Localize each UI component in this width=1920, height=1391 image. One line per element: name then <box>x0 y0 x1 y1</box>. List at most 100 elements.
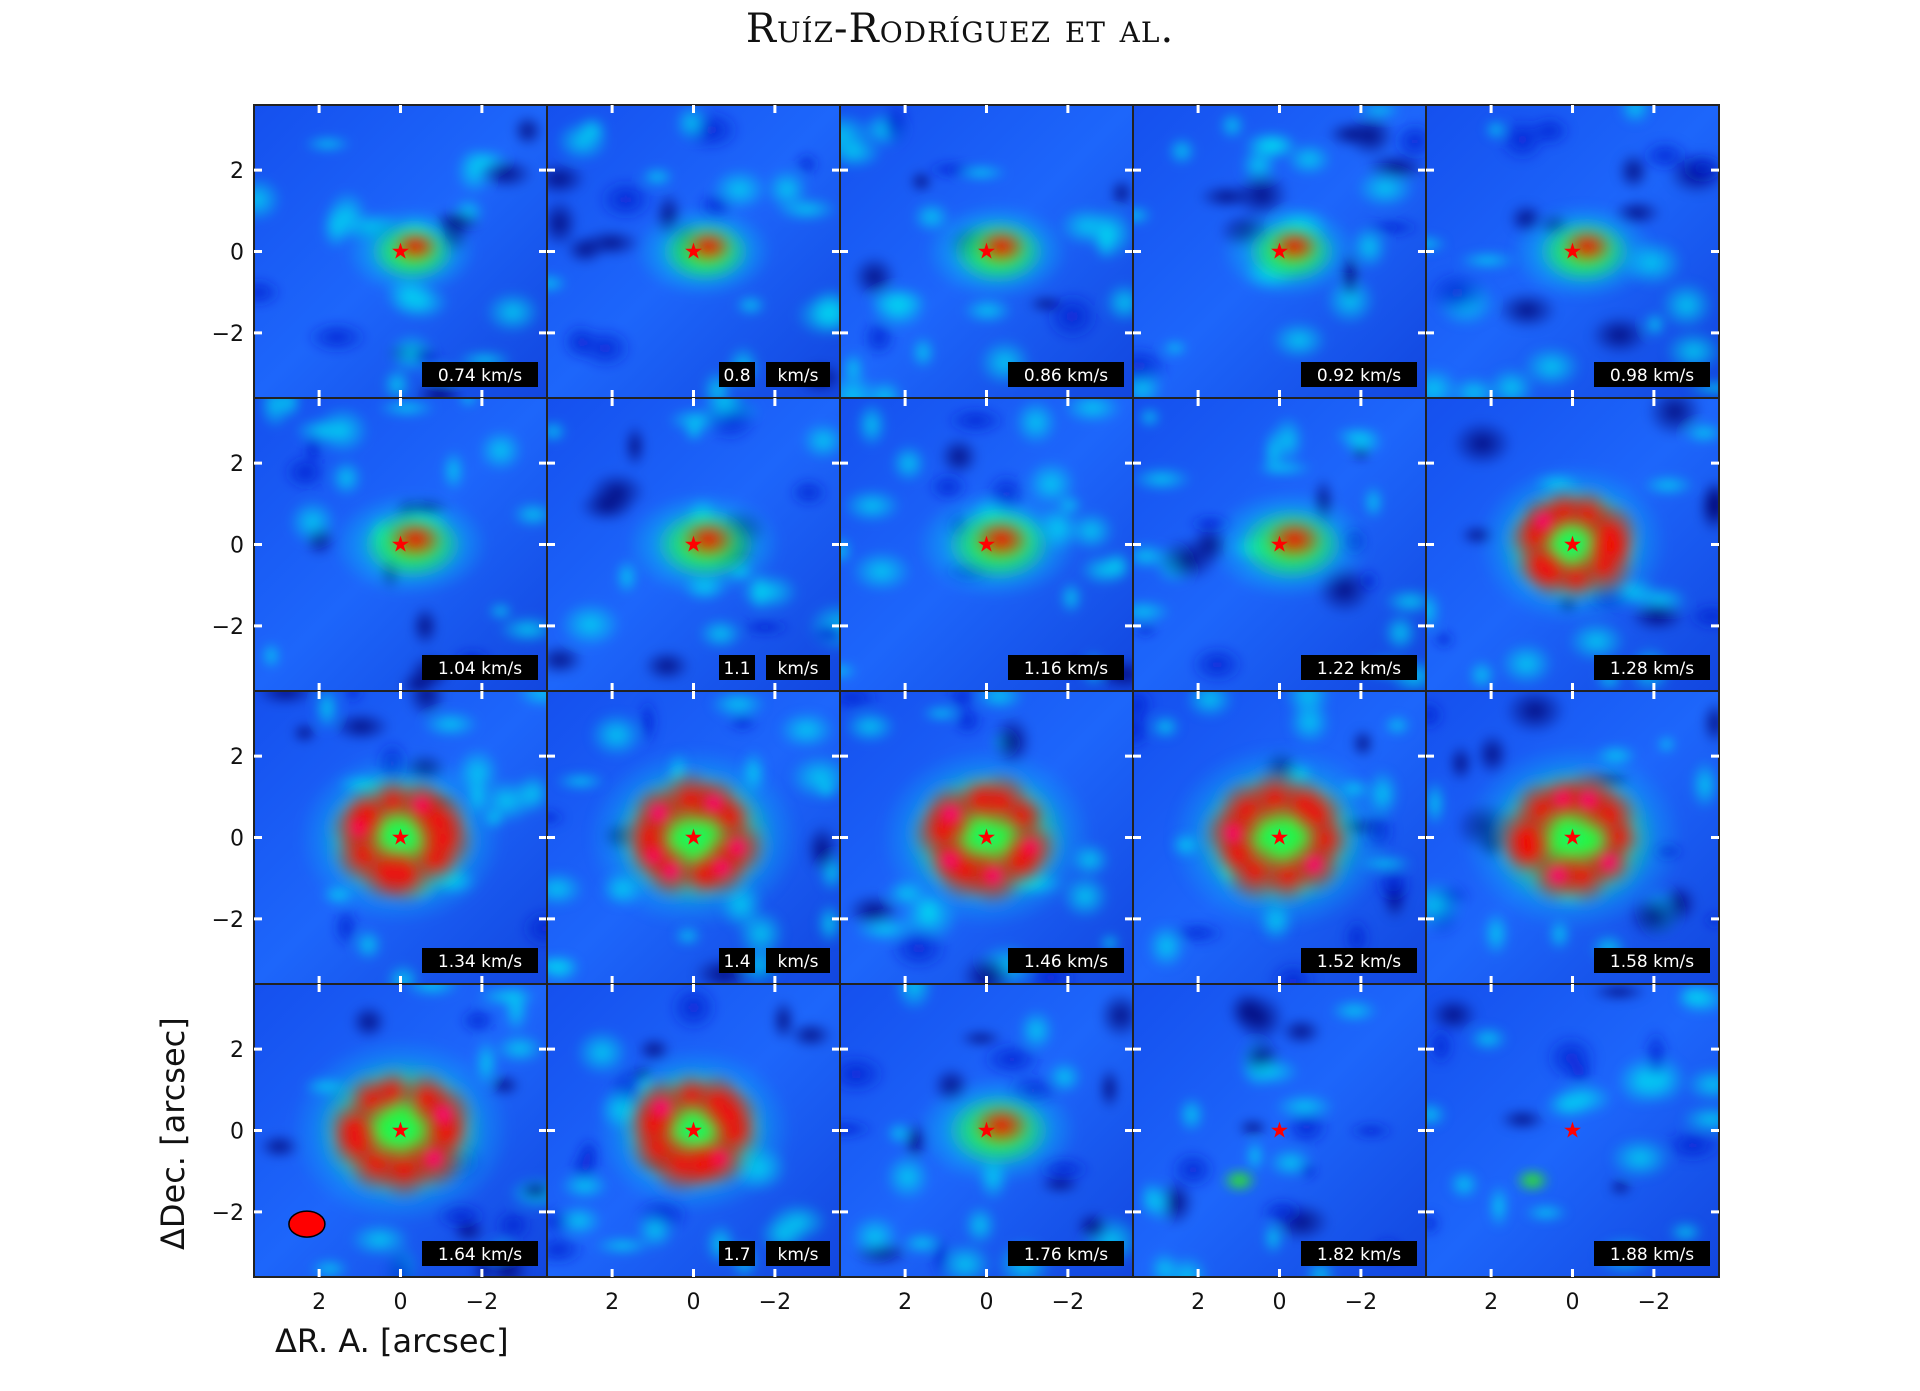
velocity-label: 1.58 km/s <box>1610 952 1694 972</box>
channel-panel: ★ 1.46 km/s <box>839 690 1134 985</box>
y-tick-label: 0 <box>230 827 244 852</box>
velocity-label-box <box>1301 362 1417 387</box>
star-marker-icon: ★ <box>1270 240 1290 265</box>
velocity-label: 1.52 km/s <box>1317 952 1401 972</box>
channel-panels: ★ 0.74 km/s ★ 0.8 km/s ★ 0.86 km/s ★ 0.92 km/s ★ 0… <box>253 104 1720 1278</box>
x-tick-label: 0 <box>394 1290 408 1315</box>
y-tick-label: 0 <box>230 1120 244 1145</box>
velocity-label-box <box>719 362 755 387</box>
star-marker-icon: ★ <box>391 826 411 851</box>
star-marker-icon: ★ <box>977 533 997 558</box>
velocity-label-box <box>1594 655 1710 680</box>
star-marker-icon: ★ <box>1563 1119 1583 1144</box>
y-tick-label: 0 <box>230 241 244 266</box>
velocity-label: 0.8 <box>723 366 750 386</box>
velocity-label-box <box>422 948 538 973</box>
star-marker-icon: ★ <box>977 826 997 851</box>
velocity-label-box <box>422 1241 538 1266</box>
velocity-label-box <box>1301 1241 1417 1266</box>
velocity-unit-box <box>766 362 830 387</box>
channel-panel: ★ 1.22 km/s <box>1132 397 1427 692</box>
velocity-label: 1.22 km/s <box>1317 659 1401 679</box>
channel-panel: ★ 1.76 km/s <box>839 983 1134 1278</box>
x-tick-label: 2 <box>1484 1290 1498 1315</box>
velocity-label: 1.64 km/s <box>438 1245 522 1265</box>
velocity-label: 1.46 km/s <box>1024 952 1108 972</box>
velocity-label-box <box>1008 362 1124 387</box>
x-tick-label: 2 <box>605 1290 619 1315</box>
y-tick-label: 2 <box>230 745 244 770</box>
velocity-label: 1.28 km/s <box>1610 659 1694 679</box>
x-tick-label: 0 <box>980 1290 994 1315</box>
velocity-label: 1.04 km/s <box>438 659 522 679</box>
x-tick-label: 0 <box>1566 1290 1580 1315</box>
y-tick-label: −2 <box>212 1201 244 1226</box>
velocity-label-box <box>1594 362 1710 387</box>
channel-panel: ★ 1.16 km/s <box>839 397 1134 692</box>
star-marker-icon: ★ <box>684 826 704 851</box>
velocity-label: 1.1 <box>723 659 750 679</box>
star-marker-icon: ★ <box>391 1119 411 1144</box>
star-marker-icon: ★ <box>977 240 997 265</box>
x-axis-label: ΔR. A. [arcsec] <box>275 1322 509 1360</box>
velocity-label-box <box>1594 948 1710 973</box>
channel-panel: ★ 0.74 km/s <box>253 104 548 399</box>
channel-panel: ★ 1.04 km/s <box>253 397 548 692</box>
velocity-label-box <box>422 655 538 680</box>
star-marker-icon: ★ <box>1563 826 1583 851</box>
channel-panel: ★ 0.92 km/s <box>1132 104 1427 399</box>
velocity-unit-box <box>766 948 830 973</box>
star-marker-icon: ★ <box>1270 826 1290 851</box>
velocity-label-box <box>719 1241 755 1266</box>
velocity-label: 0.86 km/s <box>1024 366 1108 386</box>
velocity-label-box <box>1008 1241 1124 1266</box>
x-tick-label: −2 <box>1638 1290 1670 1315</box>
channel-panel: ★ 1.34 km/s <box>253 690 548 985</box>
velocity-label-box <box>719 655 755 680</box>
star-marker-icon: ★ <box>1563 533 1583 558</box>
velocity-label: 1.88 km/s <box>1610 1245 1694 1265</box>
velocity-label: 1.7 <box>723 1245 750 1265</box>
star-marker-icon: ★ <box>684 1119 704 1144</box>
star-marker-icon: ★ <box>684 533 704 558</box>
channel-panel: ★ 0.98 km/s <box>1425 104 1720 399</box>
x-tick-label: −2 <box>1345 1290 1377 1315</box>
x-tick-label: 2 <box>312 1290 326 1315</box>
running-head: Ruíz-Rodríguez et al. <box>745 6 1175 52</box>
star-marker-icon: ★ <box>684 240 704 265</box>
star-marker-icon: ★ <box>1270 533 1290 558</box>
x-tick-label: 2 <box>898 1290 912 1315</box>
velocity-label-box <box>1594 1241 1710 1266</box>
beam-ellipse <box>288 1210 326 1238</box>
channel-panel: ★ 1.7 km/s <box>546 983 841 1278</box>
channel-panel: ★ 0.8 km/s <box>546 104 841 399</box>
channel-panel: ★ 0.86 km/s <box>839 104 1134 399</box>
star-marker-icon: ★ <box>1563 240 1583 265</box>
velocity-label-box <box>422 362 538 387</box>
channel-panel: ★ 1.64 km/s <box>253 983 548 1278</box>
x-tick-label: −2 <box>759 1290 791 1315</box>
velocity-unit: km/s <box>778 659 819 679</box>
y-axis-label: ΔDec. [arcsec] <box>154 1017 192 1250</box>
channel-panel: ★ 1.82 km/s <box>1132 983 1427 1278</box>
y-tick-label: −2 <box>212 908 244 933</box>
y-tick-label: 2 <box>230 1038 244 1063</box>
velocity-label-box <box>1301 948 1417 973</box>
velocity-label: 1.76 km/s <box>1024 1245 1108 1265</box>
star-marker-icon: ★ <box>391 240 411 265</box>
velocity-label: 1.4 <box>723 952 750 972</box>
x-tick-label: 0 <box>1273 1290 1287 1315</box>
velocity-label-box <box>719 948 755 973</box>
velocity-label: 0.92 km/s <box>1317 366 1401 386</box>
velocity-unit: km/s <box>778 1245 819 1265</box>
x-tick-label: −2 <box>466 1290 498 1315</box>
velocity-label: 1.34 km/s <box>438 952 522 972</box>
velocity-unit: km/s <box>778 952 819 972</box>
y-tick-label: 2 <box>230 452 244 477</box>
star-marker-icon: ★ <box>977 1119 997 1144</box>
star-marker-icon: ★ <box>391 533 411 558</box>
x-tick-label: 0 <box>687 1290 701 1315</box>
channel-panel: ★ 1.1 km/s <box>546 397 841 692</box>
velocity-unit: km/s <box>778 366 819 386</box>
